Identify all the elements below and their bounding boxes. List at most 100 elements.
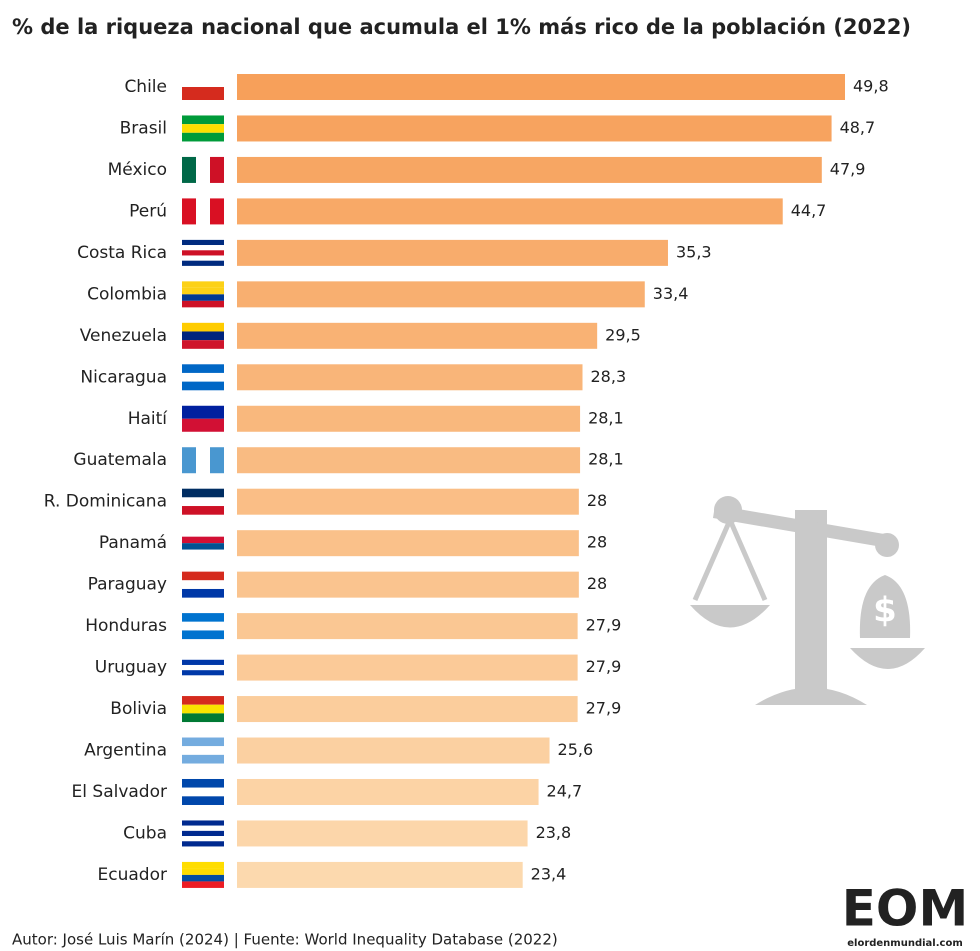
value-label: 47,9 [830, 159, 866, 178]
category-label: R. Dominicana [44, 492, 167, 512]
flag-stripe [182, 287, 224, 295]
flag-stripe [196, 198, 210, 225]
flag-stripe [182, 115, 224, 125]
flag-stripe [182, 754, 224, 764]
flag-stripe [182, 198, 196, 225]
flag-stripe [182, 488, 224, 498]
bar [237, 115, 832, 142]
flag-stripe [210, 198, 224, 225]
bar [237, 239, 668, 266]
footer: Autor: José Luis Marín (2024) | Fuente: … [12, 931, 558, 949]
category-label: Cuba [123, 823, 167, 843]
flag-stripe [182, 796, 224, 805]
flag-stripe [182, 372, 224, 382]
bar [237, 696, 578, 723]
bar [237, 571, 579, 598]
flag-stripe [182, 74, 224, 87]
category-label: Colombia [87, 284, 167, 304]
category-label: México [108, 160, 167, 180]
flag-stripe [182, 381, 224, 391]
flag-stripe [182, 825, 224, 831]
flag-stripe [182, 861, 224, 869]
bar [237, 654, 578, 681]
category-label: Haití [128, 409, 169, 429]
flag-stripe [182, 881, 224, 888]
flag-stripe [182, 530, 224, 537]
flag-stripe [182, 245, 224, 251]
flag-stripe [182, 654, 224, 660]
flag-stripe [182, 536, 224, 544]
value-label: 28,1 [588, 450, 624, 469]
category-label: Venezuela [80, 326, 167, 346]
flag-stripe [182, 675, 224, 681]
flag-stripe [182, 588, 224, 598]
flag-stripe [182, 506, 224, 515]
flag-stripe [182, 659, 224, 665]
flag-stripe [182, 621, 224, 631]
category-label: Guatemala [73, 450, 167, 470]
flag-stripe [182, 613, 224, 622]
value-label: 35,3 [676, 242, 712, 261]
bar [237, 364, 583, 391]
flag-stripe [182, 746, 224, 755]
scale-icon: $ [690, 496, 925, 705]
bar [237, 405, 581, 432]
bar [237, 778, 539, 805]
value-label: 28,1 [588, 408, 624, 427]
flag-stripe [182, 255, 224, 261]
flag-stripe [210, 447, 224, 474]
value-label: 23,4 [531, 864, 567, 883]
flag-stripe [182, 364, 224, 373]
value-label: 48,7 [840, 118, 876, 137]
flag-stripe [182, 713, 224, 723]
category-label: Bolivia [110, 699, 167, 719]
flag-stripe [182, 497, 224, 507]
bar [237, 530, 579, 557]
flag-stripe [182, 630, 224, 640]
value-label: 28 [587, 533, 607, 552]
flag-stripe [182, 250, 224, 256]
svg-text:$: $ [873, 591, 897, 631]
bar [237, 447, 581, 474]
flag-stripe [182, 331, 224, 341]
flag-stripe [182, 132, 224, 142]
flag-stripe [182, 737, 224, 747]
logo-url: elordenmundial.com [847, 938, 963, 949]
flag-stripe [182, 156, 196, 183]
value-label: 28 [587, 491, 607, 510]
value-label: 27,9 [586, 699, 622, 718]
value-label: 27,9 [586, 657, 622, 676]
bar [237, 74, 845, 100]
flag-stripe [182, 787, 224, 797]
flag-stripe [182, 664, 224, 671]
category-label: Argentina [84, 741, 167, 761]
value-label: 29,5 [605, 325, 641, 344]
value-label: 28,3 [591, 367, 627, 386]
value-label: 24,7 [547, 781, 583, 800]
bar [237, 488, 579, 515]
flag-stripe [196, 447, 210, 474]
flag-stripe [182, 820, 224, 826]
flag-stripe [182, 322, 224, 332]
flag-stripe [182, 405, 224, 419]
category-label: Uruguay [95, 658, 167, 678]
logo: EOM [842, 880, 968, 938]
category-label: Paraguay [88, 575, 167, 595]
bar [237, 861, 523, 888]
flag-stripe [182, 260, 224, 266]
bar [237, 322, 598, 349]
flag-stripe [182, 124, 224, 133]
bar [237, 613, 578, 640]
flag-stripe [182, 549, 224, 557]
value-label: 25,6 [558, 740, 594, 759]
flag-stripe [182, 543, 224, 550]
category-label: Costa Rica [77, 243, 167, 263]
flag-stripe [182, 778, 224, 788]
bar [237, 737, 550, 764]
bar [237, 198, 783, 225]
flag-stripe [182, 580, 224, 589]
value-label: 44,7 [791, 201, 827, 220]
flag-stripe [182, 874, 224, 882]
category-label: Honduras [85, 616, 167, 636]
